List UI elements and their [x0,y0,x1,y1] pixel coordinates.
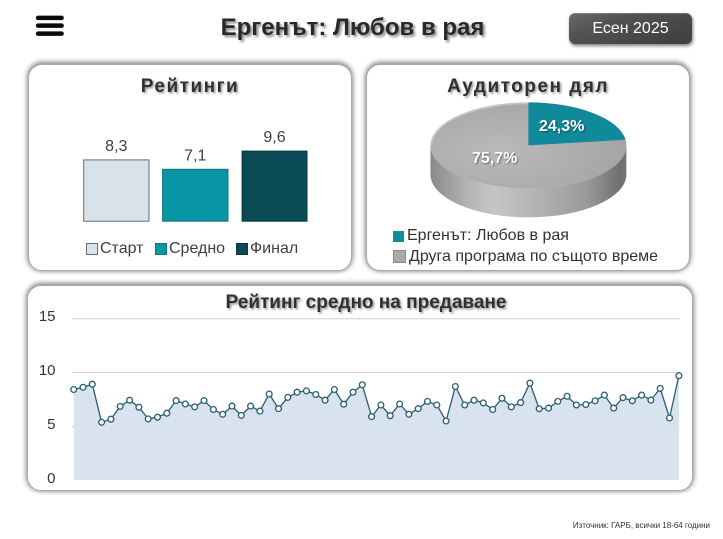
svg-text:15: 15 [39,308,56,325]
svg-text:8,3: 8,3 [105,138,127,155]
svg-text:9,6: 9,6 [263,129,285,146]
svg-text:10: 10 [39,362,56,379]
svg-text:5: 5 [47,416,55,433]
svg-text:0: 0 [47,470,55,487]
svg-text:7,1: 7,1 [184,147,206,164]
